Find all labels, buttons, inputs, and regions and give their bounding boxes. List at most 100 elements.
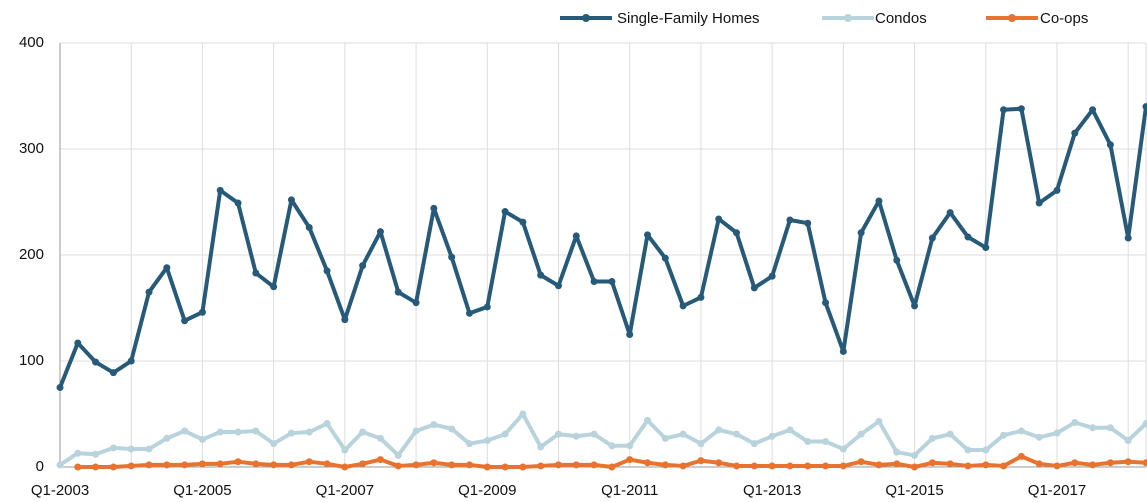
point [661, 254, 669, 262]
point [252, 460, 260, 468]
point [786, 426, 794, 434]
point [982, 244, 990, 252]
point [679, 302, 687, 310]
point [56, 461, 64, 469]
point [893, 448, 901, 456]
point [323, 267, 331, 275]
point [430, 204, 438, 212]
point [928, 459, 936, 467]
point [519, 218, 527, 226]
point [359, 460, 367, 468]
point [305, 223, 313, 231]
point [448, 425, 456, 433]
point [234, 428, 242, 436]
legend-marker [1008, 14, 1016, 22]
point [1017, 105, 1025, 113]
point [822, 462, 830, 470]
point [857, 430, 865, 438]
point [626, 331, 634, 338]
point [822, 299, 830, 307]
point [483, 463, 491, 471]
point [964, 446, 972, 454]
point [750, 440, 758, 448]
point [822, 438, 830, 446]
point [893, 256, 901, 264]
y-tick-label: 200 [19, 246, 44, 263]
point [448, 253, 456, 261]
point [893, 460, 901, 468]
point [875, 197, 883, 205]
point [768, 272, 776, 280]
point [679, 462, 687, 470]
point [768, 462, 776, 470]
point [234, 199, 242, 207]
point [163, 434, 171, 442]
series-line [58, 106, 1147, 389]
point [590, 278, 598, 285]
point [1035, 199, 1043, 207]
point [1142, 103, 1147, 111]
y-tick-label: 0 [36, 458, 44, 475]
point [109, 463, 117, 471]
point [964, 233, 972, 241]
point [1071, 129, 1079, 137]
point [198, 308, 206, 316]
point [1053, 462, 1061, 470]
point [697, 293, 705, 301]
x-tick-label: Q1-2011 [601, 482, 658, 499]
point [1035, 433, 1043, 441]
point [804, 462, 812, 470]
point [1017, 452, 1025, 460]
point [768, 432, 776, 440]
point [804, 438, 812, 446]
point [198, 460, 206, 468]
point [644, 416, 652, 424]
point [697, 440, 705, 448]
point [857, 229, 865, 237]
point [323, 420, 331, 428]
point [857, 458, 865, 466]
point [911, 302, 919, 310]
point [911, 451, 919, 459]
point [537, 271, 545, 279]
point [198, 435, 206, 443]
x-tick-label: Q1-2005 [173, 482, 231, 499]
point [465, 461, 473, 469]
point [394, 462, 402, 470]
point [501, 208, 509, 216]
point [608, 463, 616, 471]
point [1017, 427, 1025, 435]
point [305, 458, 313, 466]
point [74, 339, 82, 347]
point [501, 463, 509, 471]
point [590, 430, 598, 438]
point [1053, 429, 1061, 437]
point [181, 427, 189, 435]
point [181, 461, 189, 469]
point [608, 278, 616, 285]
x-tick-label: Q1-2017 [1028, 482, 1086, 499]
point [839, 445, 847, 453]
point [750, 462, 758, 470]
point [359, 428, 367, 436]
point [1035, 460, 1043, 468]
y-tick-label: 100 [19, 352, 44, 369]
point [1106, 459, 1114, 467]
point [287, 196, 295, 204]
point [1106, 141, 1114, 149]
point [465, 309, 473, 317]
point [626, 456, 634, 464]
point [661, 434, 669, 442]
point [911, 463, 919, 471]
point [626, 442, 634, 450]
point [661, 461, 669, 469]
point [572, 232, 580, 240]
x-tick-label: Q1-2013 [743, 482, 801, 499]
point [270, 283, 278, 291]
point [519, 463, 527, 471]
point [1000, 462, 1008, 470]
point [412, 299, 420, 307]
point [839, 347, 847, 355]
point [323, 460, 331, 468]
point [483, 437, 491, 444]
